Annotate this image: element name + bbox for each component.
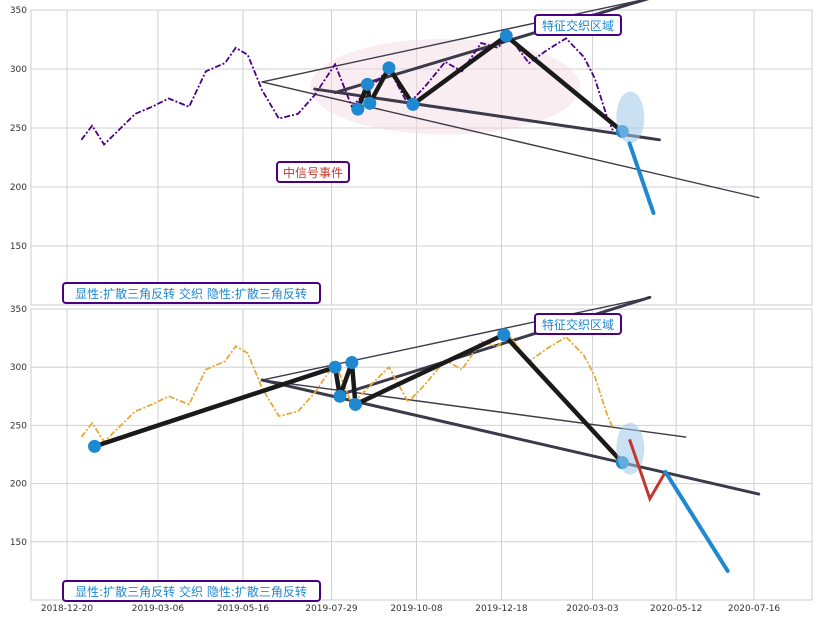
xtick-label: 2019-05-16 (217, 604, 270, 614)
bottom-ytick-label: 150 (10, 538, 27, 548)
bottom-ytick-label: 250 (10, 421, 27, 431)
bottom-pivot-point (497, 328, 511, 342)
top-pivot-point (406, 97, 420, 111)
top-projection-line (627, 141, 656, 215)
bottom-pivot-point (333, 389, 347, 403)
bottom-price-line (80, 333, 614, 444)
bottom-plot-area (30, 308, 813, 601)
top-zone-label: 特征交织区域 (534, 14, 622, 36)
top-panel: 350 300 250 200 150 (10, 0, 813, 306)
xtick-label: 2019-10-08 (390, 604, 443, 614)
top-pivot-point (360, 77, 374, 91)
bottom-ytick-label: 350 (10, 305, 27, 315)
xtick-label: 2018-12-20 (41, 604, 94, 614)
top-event-text: 中信号事件 (283, 165, 343, 180)
bottom-pivot-point (88, 439, 102, 453)
top-zone-text: 特征交织区域 (542, 18, 614, 33)
bottom-zone-label: 特征交织区域 (534, 313, 622, 335)
bottom-zone-text: 特征交织区域 (542, 317, 614, 332)
top-pivot-point (363, 96, 377, 110)
top-pivot-point (351, 102, 365, 116)
bottom-summary-text: 显性:扩散三角反转 交织 隐性:扩散三角反转 (75, 584, 307, 599)
top-event-label: 中信号事件 (276, 161, 350, 183)
top-wide-upper-line (261, 0, 645, 83)
bottom-ytick-label: 300 (10, 363, 27, 373)
bottom-wide-lower-line (261, 379, 687, 438)
top-ytick-label: 150 (10, 242, 27, 252)
bottom-pivot-point (348, 397, 362, 411)
top-summary-text: 显性:扩散三角反转 交织 隐性:扩散三角反转 (75, 286, 307, 301)
top-price-line (80, 34, 614, 146)
xtick-label: 2019-12-18 (475, 604, 528, 614)
xtick-label: 2019-03-06 (132, 604, 185, 614)
top-pivot-point (499, 29, 513, 43)
x-axis: 2018-12-20 2019-03-06 2019-05-16 2019-07-29… (41, 604, 781, 614)
top-pattern-ellipse (310, 38, 581, 135)
top-pivot-point (382, 61, 396, 75)
bottom-panel: 350 300 250 200 150 (10, 295, 813, 601)
bottom-projection-red-line (628, 438, 667, 503)
top-plot-area (30, 9, 813, 306)
bottom-wide-upper-line (261, 296, 651, 381)
top-ytick-label: 350 (10, 6, 27, 16)
xtick-label: 2020-05-12 (650, 604, 702, 614)
top-projection-ellipse (616, 91, 645, 144)
xtick-label: 2020-07-16 (728, 604, 781, 614)
top-ytick-label: 300 (10, 65, 27, 75)
bottom-ytick-label: 200 (10, 480, 27, 490)
top-ytick-label: 250 (10, 124, 27, 134)
top-wide-lower-line (261, 81, 760, 199)
xtick-label: 2019-07-29 (305, 604, 358, 614)
xtick-label: 2020-03-03 (566, 604, 618, 614)
bottom-summary-label: 显性:扩散三角反转 交织 隐性:扩散三角反转 (62, 580, 321, 602)
bottom-pivot-point (345, 356, 359, 370)
bottom-projection-line (663, 469, 730, 573)
top-summary-label: 显性:扩散三角反转 交织 隐性:扩散三角反转 (62, 282, 321, 304)
bottom-pivot-point (328, 360, 342, 374)
top-ytick-label: 200 (10, 183, 27, 193)
